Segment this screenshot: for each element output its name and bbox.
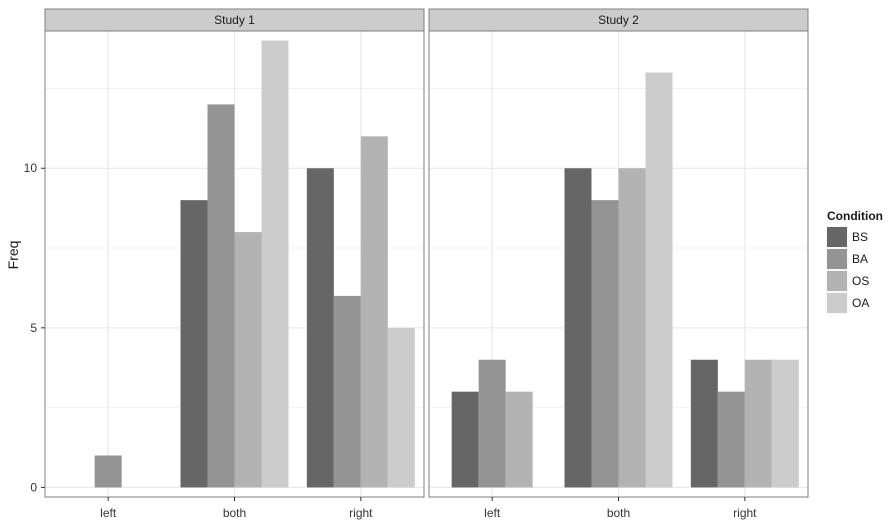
- bar-left-ba: [478, 359, 506, 488]
- bar-left-ba: [94, 455, 122, 488]
- bar-both-ba: [207, 104, 235, 488]
- bar-both-bs: [564, 168, 592, 488]
- legend-item-oa: OA: [825, 291, 869, 315]
- x-tick-label: right: [733, 506, 757, 520]
- bar-right-os: [744, 359, 772, 488]
- facet-strip-label: Study 2: [598, 13, 639, 27]
- bar-right-bs: [690, 359, 718, 488]
- y-axis: 0 5 10: [24, 161, 45, 494]
- bar-right-ba: [717, 391, 745, 488]
- legend-item-os: OS: [825, 269, 869, 293]
- bar-both-oa: [261, 40, 289, 488]
- bar-right-ba: [333, 295, 361, 488]
- bar-both-os: [618, 168, 646, 488]
- facet-panel: Study 1 left both right: [44, 8, 425, 520]
- x-tick-label: both: [607, 506, 630, 520]
- legend: Condition BS BA OS OA: [825, 209, 883, 315]
- bar-right-os: [360, 136, 388, 488]
- bar-right-oa: [771, 359, 799, 488]
- y-tick-label: 0: [30, 480, 37, 494]
- legend-title: Condition: [827, 209, 883, 223]
- bar-left-os: [505, 391, 533, 488]
- y-tick-label: 10: [24, 161, 38, 175]
- legend-label: OA: [852, 296, 869, 310]
- panels-layer: Study 1 left both right Study 2 left both right: [44, 8, 809, 520]
- x-tick-label: both: [223, 506, 246, 520]
- legend-label: BA: [852, 252, 868, 266]
- bar-both-oa: [645, 72, 673, 488]
- y-tick-label: 5: [30, 321, 37, 335]
- legend-label: BS: [852, 230, 868, 244]
- legend-key-swatch: [827, 249, 847, 269]
- legend-key-swatch: [827, 293, 847, 313]
- legend-item-ba: BA: [825, 247, 868, 271]
- x-tick-label: right: [349, 506, 373, 520]
- facet-panel: Study 2 left both right: [428, 8, 809, 520]
- legend-label: OS: [852, 274, 869, 288]
- legend-item-bs: BS: [825, 225, 868, 249]
- bar-right-bs: [306, 168, 334, 488]
- x-tick-label: left: [100, 506, 117, 520]
- y-axis-title: Freq: [5, 241, 21, 270]
- bar-right-oa: [387, 327, 415, 488]
- legend-key-swatch: [827, 271, 847, 291]
- bar-both-os: [234, 232, 262, 488]
- bar-both-bs: [180, 200, 208, 488]
- x-tick-label: left: [484, 506, 501, 520]
- bar-left-bs: [451, 391, 479, 488]
- facet-strip-label: Study 1: [214, 13, 255, 27]
- legend-key-swatch: [827, 227, 847, 247]
- bar-both-ba: [591, 200, 619, 488]
